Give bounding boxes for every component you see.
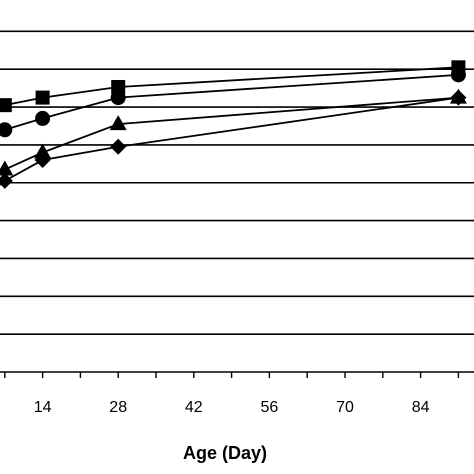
- circle-marker: [110, 90, 126, 106]
- square-marker: [111, 79, 126, 94]
- diamond-marker: [110, 138, 127, 155]
- circle-marker: [0, 122, 13, 138]
- x-axis: 14 28 42 56 70 84: [0, 371, 474, 416]
- square-marker: [35, 90, 50, 105]
- diamond-marker: [34, 152, 51, 169]
- triangle-marker: [109, 115, 127, 131]
- x-tick-label: 28: [109, 399, 127, 416]
- square-marker: [0, 98, 12, 113]
- series-markers: [0, 60, 467, 189]
- circle-marker: [450, 67, 466, 83]
- triangle-marker: [34, 143, 52, 159]
- x-tick-label: 56: [261, 399, 279, 416]
- diamond-marker: [0, 172, 13, 189]
- diamond-marker: [450, 89, 467, 106]
- x-tick-label: 70: [336, 399, 354, 416]
- x-tick-label: 14: [34, 399, 52, 416]
- series-lines: [0, 66, 459, 186]
- x-tick-label: 84: [412, 399, 430, 416]
- circle-marker: [35, 110, 51, 126]
- x-tick-label: 42: [185, 399, 203, 416]
- triangle-marker: [0, 160, 14, 176]
- series-line-circle: [0, 73, 459, 133]
- gridlines: [0, 30, 474, 335]
- x-axis-title: Age (Day): [183, 443, 267, 463]
